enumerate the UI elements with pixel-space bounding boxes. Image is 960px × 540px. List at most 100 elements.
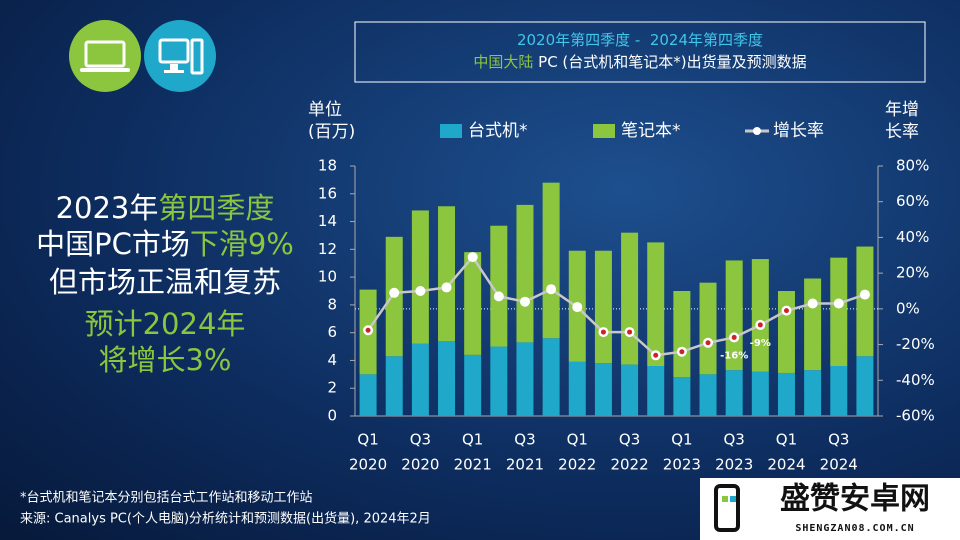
headline: 预计2024年 (85, 307, 246, 341)
x-tick-label: Q3 (723, 431, 744, 449)
bar-segment (699, 282, 717, 375)
y-axis-label: 单位 (308, 100, 342, 120)
bar-segment (542, 338, 560, 416)
legend-swatch (753, 127, 761, 135)
y-tick-label: 10 (318, 268, 337, 286)
headline: 但市场正温和复苏 (49, 265, 281, 299)
y2-tick-label: 0% (896, 299, 920, 317)
bar-segment (594, 250, 612, 364)
data-label: -9% (750, 338, 771, 349)
x-tick-year: 2020 (349, 456, 387, 474)
bar-segment (568, 361, 586, 416)
growth-point (441, 282, 452, 293)
y-axis-label: (百万) (308, 122, 355, 142)
bar-segment (725, 370, 743, 416)
growth-point (415, 286, 426, 296)
growth-point-core (365, 327, 371, 333)
title-part: 2020年第四季度 - 2024年第四季度 (517, 31, 763, 49)
chart-title: 2020年第四季度 - 2024年第四季度 (517, 31, 763, 49)
y2-axis-label: 年增 (885, 100, 919, 120)
headline-part: 下滑9% (190, 227, 294, 261)
headline-part: 将增长3% (98, 343, 231, 377)
bar-segment (490, 225, 508, 347)
x-tick-label: Q1 (776, 431, 797, 449)
legend-label: 台式机* (468, 121, 528, 141)
bar-segment (804, 370, 822, 416)
y2-axis-label: 长率 (885, 122, 919, 142)
x-tick-year: 2024 (820, 456, 858, 474)
title-part: PC (台式机和笔记本*)出货量及预测数据 (533, 53, 806, 71)
bar-segment (516, 342, 534, 416)
growth-point (572, 302, 583, 313)
x-tick-year: 2021 (454, 456, 492, 474)
growth-point-core (627, 329, 633, 335)
bar-segment (647, 366, 665, 416)
bar-segment (490, 346, 508, 416)
y-tick-label: 8 (327, 295, 337, 313)
title-box (354, 21, 926, 83)
x-tick-year: 2024 (767, 456, 805, 474)
y-tick-label: 4 (327, 351, 337, 369)
y-tick-label: 18 (318, 157, 337, 175)
headline-part: 第四季度 (158, 191, 274, 225)
y-tick-label: 0 (327, 407, 337, 425)
growth-point (467, 252, 478, 263)
headline-part: 2023年 (56, 191, 159, 225)
bar-segment (751, 371, 769, 416)
bar-segment (621, 364, 639, 416)
y2-tick-label: -60% (896, 407, 935, 425)
footnote: *台式机和笔记本分别包括台式工作站和移动工作站 (20, 490, 313, 506)
y2-tick-label: -40% (896, 371, 935, 389)
growth-point-core (731, 334, 737, 340)
bar-segment (621, 232, 639, 365)
growth-point-core (783, 308, 789, 314)
bar-segment (647, 242, 665, 366)
bar-segment (542, 182, 560, 339)
x-tick-year: 2023 (715, 456, 753, 474)
bar-segment (751, 259, 769, 372)
x-tick-label: Q1 (462, 431, 483, 449)
bar-segment (464, 354, 482, 416)
x-tick-label: Q3 (514, 431, 535, 449)
bar-segment (438, 206, 456, 341)
growth-point-core (653, 352, 659, 358)
bar-segment (699, 374, 717, 416)
bar-segment (804, 278, 822, 371)
growth-point-core (757, 322, 763, 328)
legend-label: 笔记本* (621, 121, 681, 141)
growth-point (519, 296, 530, 307)
headline-part: 预计2024年 (85, 307, 246, 341)
bar-segment (725, 260, 743, 371)
logo-icon (714, 484, 740, 532)
growth-point-core (600, 329, 606, 335)
legend-label: 增长率 (773, 121, 824, 141)
bar-segment (673, 377, 691, 416)
bar-segment (385, 356, 403, 416)
bar-segment (359, 374, 377, 416)
bar-segment (464, 252, 482, 355)
bar-segment (777, 291, 795, 373)
bar-segment (777, 372, 795, 416)
headline-part: 但市场正温和复苏 (49, 265, 281, 299)
bar-segment (830, 366, 848, 416)
x-tick-label: Q1 (357, 431, 378, 449)
growth-point-core (679, 349, 685, 355)
bar-segment (594, 363, 612, 416)
legend-swatch (593, 124, 615, 138)
bar-segment (856, 246, 874, 357)
bar-segment (856, 356, 874, 416)
x-tick-label: Q3 (619, 431, 640, 449)
y-tick-label: 16 (318, 184, 337, 202)
bar-segment (516, 204, 534, 343)
icons (69, 20, 216, 92)
y-tick-label: 14 (318, 212, 337, 230)
growth-point (859, 289, 870, 300)
growth-point-core (705, 340, 711, 346)
x-tick-label: Q1 (567, 431, 588, 449)
headline: 将增长3% (98, 343, 231, 377)
headline-part: 中国PC市场 (36, 227, 190, 261)
chart-title: 中国大陆 PC (台式机和笔记本*)出货量及预测数据 (473, 53, 806, 71)
growth-point (833, 298, 844, 309)
x-tick-year: 2021 (506, 456, 544, 474)
headline: 2023年第四季度 (56, 191, 275, 225)
